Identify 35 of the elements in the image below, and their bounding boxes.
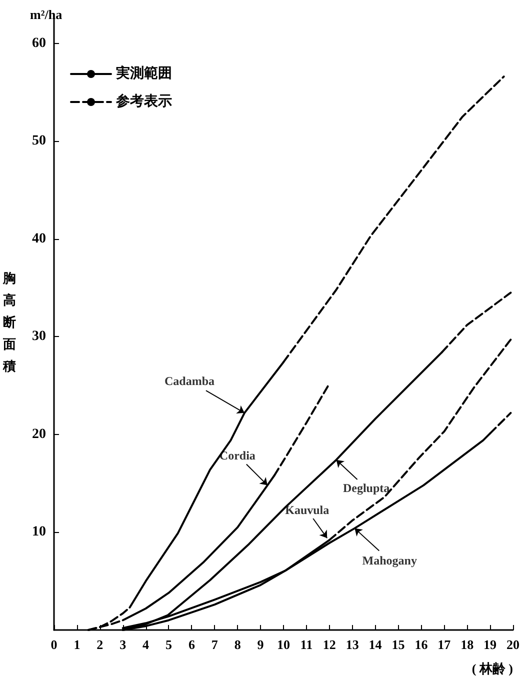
x-tick-label: 15 (392, 637, 406, 652)
x-tick-label: 4 (142, 637, 150, 652)
annotation: Mahogany (362, 553, 417, 568)
x-tick-label: 18 (460, 637, 474, 652)
x-tick-label: 11 (300, 637, 313, 652)
y-tick-label: 50 (32, 134, 46, 149)
x-tick-label: 10 (277, 637, 290, 652)
x-tick-label: 0 (50, 637, 58, 652)
y-tick-label: 30 (32, 329, 46, 344)
annotation: Deglupta (342, 480, 390, 495)
annotation: Cadamba (164, 374, 214, 388)
x-tick-label: 1 (74, 637, 80, 652)
y-tick-label: 60 (32, 36, 46, 51)
y-tick-label: 20 (32, 426, 46, 442)
x-tick-label: 14 (368, 637, 382, 652)
y-tick-label: 10 (32, 524, 46, 540)
x-tick-label: 2 (96, 637, 104, 652)
x-tick-label: 19 (484, 637, 498, 652)
legend-label: 参考表示 (115, 92, 172, 110)
x-tick-label: 16 (414, 637, 428, 652)
legend-label: 実測範囲 (116, 64, 172, 82)
x-tick-label: 17 (438, 637, 452, 652)
x-tick-label: 20 (506, 637, 520, 652)
annotation: Kauvula (285, 503, 330, 518)
x-tick-label: 5 (166, 637, 172, 652)
y-tick-label: 40 (32, 231, 46, 246)
x-tick-label: 13 (346, 637, 360, 652)
x-tick-label: 8 (234, 637, 242, 652)
x-tick-label: 7 (211, 637, 218, 652)
y-axis-title: 胸高断面積 (2, 270, 16, 374)
x-tick-label: 6 (188, 637, 196, 652)
x-axis-title: ( 林齢 ) (472, 661, 513, 676)
x-tick-label: 9 (257, 637, 264, 652)
x-tick-label: 12 (322, 637, 336, 652)
x-tick-label: 3 (120, 637, 127, 652)
